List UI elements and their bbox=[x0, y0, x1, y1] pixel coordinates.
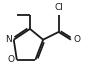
Text: Cl: Cl bbox=[54, 3, 63, 12]
Text: O: O bbox=[73, 35, 80, 44]
Text: N: N bbox=[5, 35, 11, 44]
Text: O: O bbox=[7, 55, 15, 64]
